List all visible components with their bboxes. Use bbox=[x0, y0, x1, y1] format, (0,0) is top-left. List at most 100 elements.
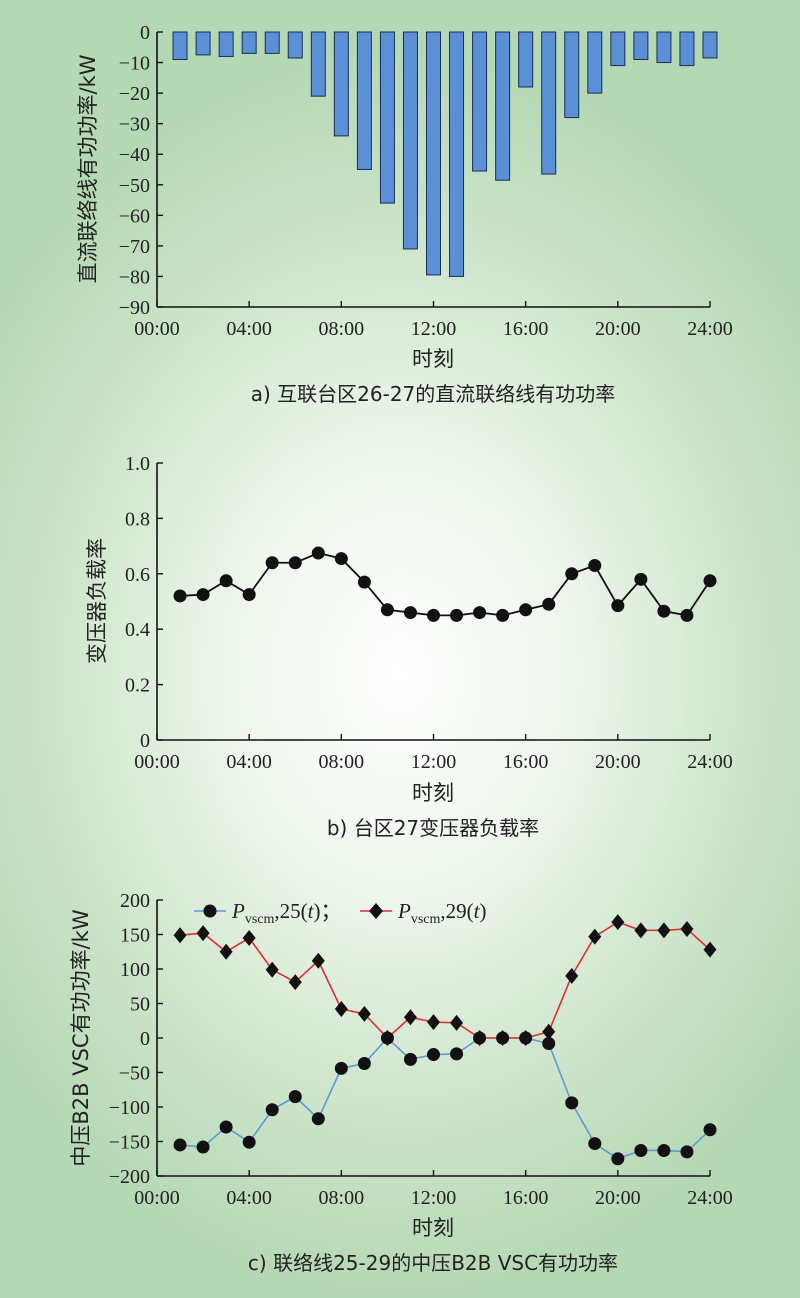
y-tick-label: −200 bbox=[109, 1166, 150, 1188]
series-25-point bbox=[357, 1057, 371, 1071]
x-tick-label: 12:00 bbox=[411, 751, 457, 773]
chart-c-series-25-line bbox=[179, 1036, 711, 1160]
bar bbox=[195, 31, 211, 56]
chart-c-legend: Pvscm,25(t)； Pvscm,29(t) bbox=[194, 899, 486, 927]
data-point bbox=[288, 556, 302, 570]
data-point bbox=[427, 608, 440, 622]
x-tick-label: 12:00 bbox=[411, 1187, 457, 1209]
chart-a-y-axis-title: 直流联络线有功功率/kW bbox=[76, 54, 100, 283]
y-tick-label: −50 bbox=[119, 1063, 150, 1085]
x-tick-label: 08:00 bbox=[319, 751, 365, 773]
data-point bbox=[588, 558, 602, 572]
series-29-point bbox=[565, 967, 579, 984]
chart-b-y-ticks: 1.0 0.8 0.6 0.4 0.2 0 bbox=[125, 453, 163, 752]
series-25-point bbox=[311, 1112, 325, 1126]
series-29-point bbox=[311, 952, 325, 969]
y-tick-label: −20 bbox=[119, 83, 150, 105]
series-29-point bbox=[634, 922, 648, 939]
series-25-point bbox=[403, 1052, 417, 1066]
bar bbox=[564, 31, 580, 119]
y-tick-label: −70 bbox=[119, 236, 150, 258]
bar bbox=[426, 31, 441, 276]
chart-c-series-25-points bbox=[173, 1031, 717, 1166]
x-tick-label: 08:00 bbox=[319, 1187, 365, 1209]
bar bbox=[241, 31, 257, 54]
data-point bbox=[357, 575, 371, 589]
data-point bbox=[542, 597, 556, 611]
series-29-point bbox=[288, 974, 302, 991]
bar bbox=[333, 31, 349, 137]
series-29-point bbox=[242, 929, 256, 946]
data-point bbox=[311, 546, 325, 560]
x-tick-label: 04:00 bbox=[226, 751, 272, 773]
bar bbox=[656, 31, 672, 64]
y-tick-label: 0.2 bbox=[125, 675, 150, 697]
y-tick-label: −150 bbox=[109, 1132, 150, 1154]
x-tick-label: 24:00 bbox=[687, 318, 733, 340]
x-tick-label: 04:00 bbox=[226, 318, 272, 340]
chart-c-x-axis-title: 时刻 bbox=[412, 1216, 454, 1240]
x-tick-label: 08:00 bbox=[319, 318, 365, 340]
series-29-point bbox=[219, 943, 233, 960]
series-25-point bbox=[334, 1061, 348, 1075]
series-29-point bbox=[265, 961, 279, 978]
bar bbox=[449, 31, 465, 277]
data-point bbox=[173, 589, 187, 603]
y-tick-label: −100 bbox=[109, 1097, 150, 1119]
series-25-point bbox=[265, 1103, 279, 1117]
data-point bbox=[219, 574, 233, 588]
bar bbox=[541, 31, 557, 175]
series-29-point bbox=[588, 928, 602, 945]
series-25-point bbox=[542, 1037, 556, 1051]
bar bbox=[264, 31, 280, 54]
chart-a-caption: a) 互联台区26-27的直流联络线有功功率 bbox=[251, 382, 616, 406]
series-25-point bbox=[219, 1120, 233, 1134]
chart-a-y-ticks: 0 −10 −20 −30 −40 −50 −60 −70 −80 −90 bbox=[119, 22, 163, 319]
x-tick-label: 24:00 bbox=[687, 751, 733, 773]
y-tick-label: −30 bbox=[119, 114, 150, 136]
chart-a-x-ticks: 00:00 04:00 08:00 12:00 16:00 20:00 24:00 bbox=[134, 301, 733, 340]
series-29-point bbox=[680, 920, 694, 937]
x-tick-label: 04:00 bbox=[226, 1187, 272, 1209]
series-29-point bbox=[611, 914, 625, 931]
data-point bbox=[450, 608, 464, 622]
data-point bbox=[265, 556, 279, 570]
y-tick-label: 1.0 bbox=[125, 453, 150, 475]
y-tick-label: −10 bbox=[119, 53, 150, 75]
chart-a-direct-current-tie-line-power: 0−10−20−30−40−50−60−70−80−90 00:00 04:00 0… bbox=[76, 22, 733, 406]
chart-c-b2b-vsc-power: 200 150 100 50 0 −50 −100 −150 −200 00:00 04:00 08… bbox=[69, 890, 733, 1275]
legend-series-29-marker bbox=[369, 903, 383, 919]
chart-b-x-ticks: 00:00 04:00 08:00 12:00 16:00 20:00 24:00 bbox=[134, 734, 733, 773]
bar bbox=[679, 31, 695, 67]
data-point bbox=[196, 588, 210, 602]
legend-series-25-marker bbox=[203, 904, 217, 918]
y-tick-label: 0 bbox=[140, 1028, 150, 1050]
series-29-point bbox=[173, 927, 187, 944]
y-tick-label: −50 bbox=[119, 175, 150, 197]
y-tick-label: 150 bbox=[120, 925, 150, 947]
series-29-point bbox=[496, 1030, 510, 1046]
data-point bbox=[634, 572, 648, 586]
series-25-point bbox=[703, 1123, 717, 1137]
bar bbox=[310, 31, 326, 97]
series-25-point bbox=[242, 1135, 256, 1149]
chart-c-y-ticks: 200 150 100 50 0 −50 −100 −150 −200 bbox=[109, 890, 163, 1188]
legend-series-29-label: Pvscm,29(t) bbox=[397, 899, 486, 927]
y-tick-label: −60 bbox=[119, 205, 150, 227]
data-point bbox=[611, 599, 625, 613]
y-tick-label: 50 bbox=[130, 994, 150, 1016]
data-point bbox=[334, 552, 348, 566]
series-29-point bbox=[657, 922, 671, 939]
bar bbox=[218, 31, 234, 57]
chart-c-y-axis-title: 中压B2B VSC有功功率/kW bbox=[69, 909, 93, 1166]
x-tick-label: 16:00 bbox=[503, 318, 549, 340]
y-tick-label: 0 bbox=[140, 22, 150, 44]
bar bbox=[610, 31, 626, 67]
series-29-point bbox=[519, 1030, 533, 1046]
series-25-point bbox=[657, 1143, 671, 1157]
y-tick-label: −40 bbox=[119, 144, 150, 166]
chart-b-points bbox=[173, 546, 717, 622]
series-29-point bbox=[380, 1030, 394, 1046]
x-tick-label: 12:00 bbox=[411, 318, 457, 340]
y-tick-label: 200 bbox=[120, 890, 150, 912]
